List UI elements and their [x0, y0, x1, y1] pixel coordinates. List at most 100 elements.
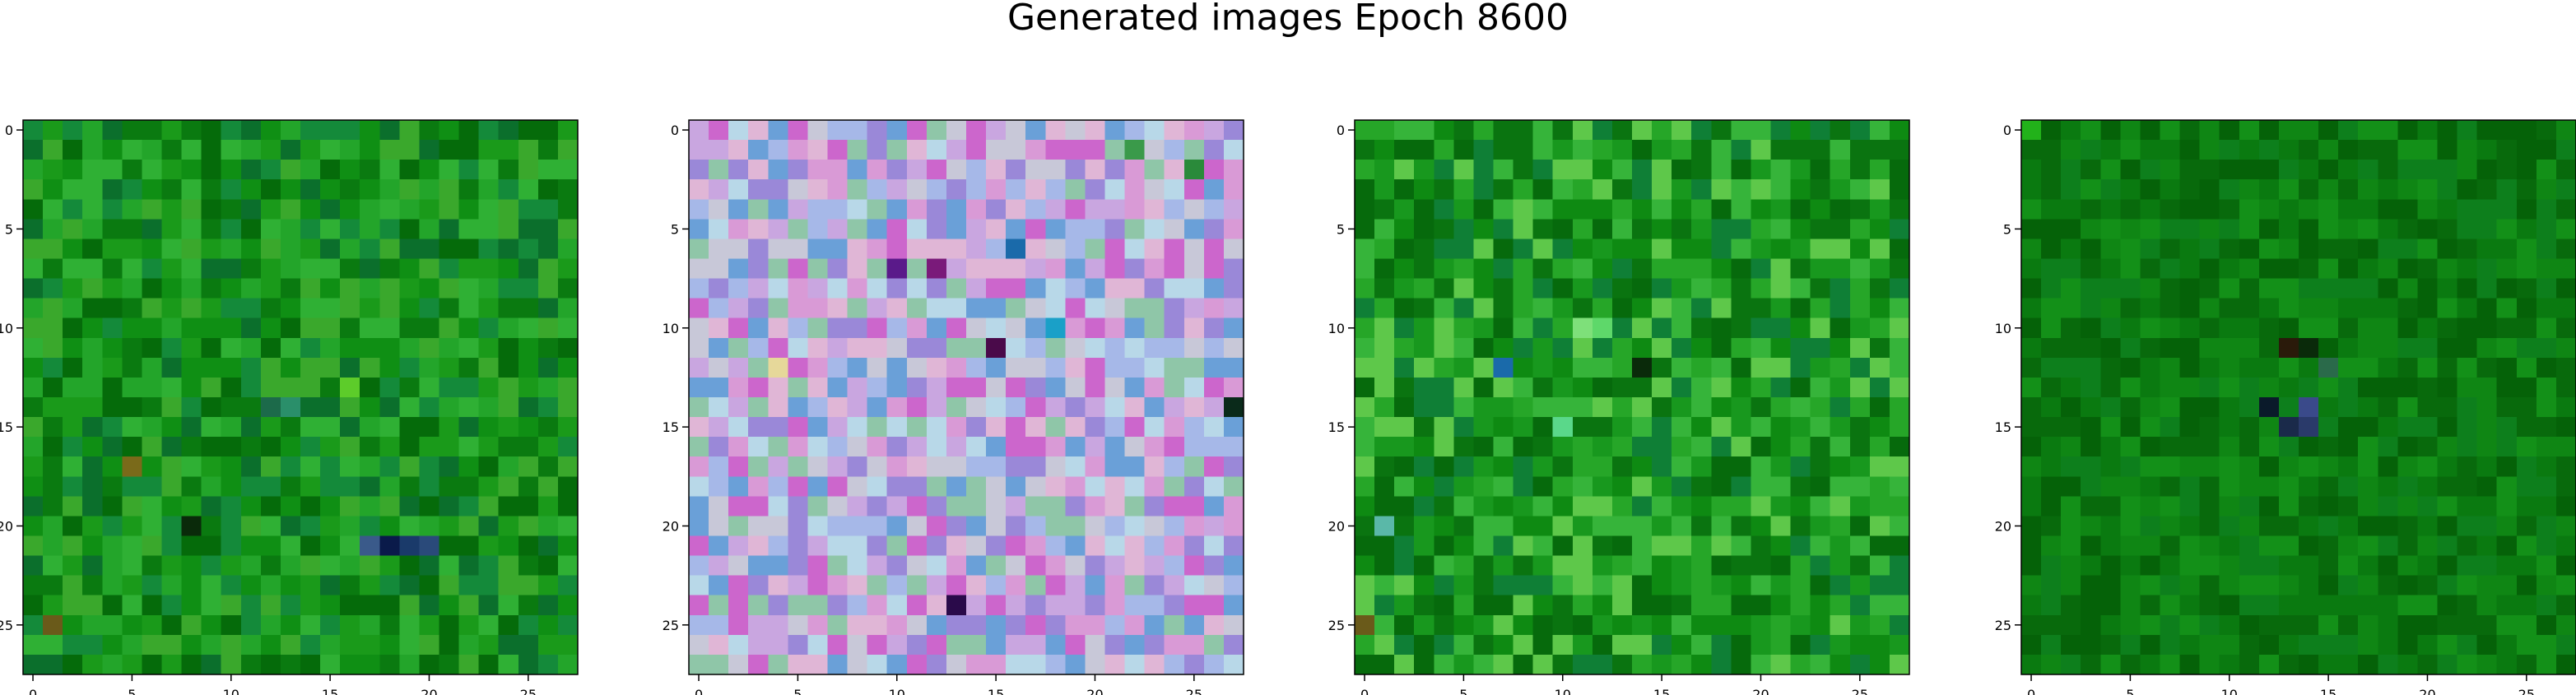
pixel [1045, 140, 1066, 160]
pixel [748, 437, 769, 457]
pixel [537, 219, 559, 240]
pixel [2278, 278, 2299, 299]
pixel [1006, 575, 1026, 596]
pixel [1355, 219, 1375, 240]
pixel [2536, 654, 2557, 675]
pixel [2397, 437, 2419, 457]
pixel [201, 476, 222, 497]
pixel [2358, 337, 2378, 359]
pixel [2417, 476, 2439, 497]
pixel [300, 397, 321, 418]
pixel [2219, 258, 2240, 280]
pixel [1711, 634, 1732, 656]
pixel [1611, 417, 1633, 438]
pixel [1355, 575, 1375, 596]
pixel [360, 337, 380, 359]
pixel [2358, 496, 2378, 517]
pixel [1513, 219, 1534, 240]
pixel [1025, 634, 1046, 656]
pixel [1592, 595, 1613, 616]
pixel [1124, 160, 1146, 180]
pixel [63, 258, 83, 280]
pixel [1203, 575, 1225, 596]
pixel [1652, 337, 1672, 359]
pixel [847, 654, 868, 675]
pixel [2140, 535, 2161, 557]
pixel [926, 337, 947, 359]
pixel [2021, 140, 2042, 160]
pixel [379, 357, 400, 378]
pixel [221, 377, 242, 398]
pixel [709, 654, 729, 675]
pixel [2278, 614, 2299, 636]
pixel [1124, 357, 1146, 378]
pixel [2397, 555, 2419, 577]
pixel [280, 456, 301, 477]
pixel [2258, 397, 2280, 418]
pixel [2457, 417, 2478, 438]
pixel [1731, 555, 1752, 577]
pixel [2378, 476, 2398, 497]
pixel [458, 317, 480, 339]
pixel [1691, 179, 1712, 200]
pixel [2081, 654, 2101, 675]
pixel [399, 357, 421, 378]
pixel [1731, 278, 1752, 299]
pixel [2061, 199, 2081, 220]
pixel [1552, 476, 1574, 497]
pixel [2021, 595, 2042, 616]
pixel [498, 258, 519, 280]
pixel [537, 357, 559, 378]
pixel [201, 397, 222, 418]
pixel [926, 555, 947, 577]
pixel [1711, 535, 1732, 557]
pixel [221, 160, 242, 180]
pixel [966, 199, 987, 220]
pixel [2476, 377, 2498, 398]
pixel [1065, 298, 1086, 319]
pixel [689, 614, 709, 636]
pixel [867, 575, 888, 596]
pixel [2041, 357, 2062, 378]
pixel [1672, 516, 1692, 537]
pixel [320, 199, 341, 220]
pixel [1513, 199, 1534, 220]
pixel [1869, 417, 1890, 438]
pixel [2140, 120, 2161, 141]
pixel [1889, 595, 1910, 616]
pixel [1830, 258, 1851, 280]
pixel [1065, 377, 1086, 398]
pixel [1572, 258, 1593, 280]
pixel [300, 278, 321, 299]
pixel [2219, 377, 2240, 398]
pixel [847, 357, 868, 378]
pixel [458, 476, 480, 497]
pixel [1183, 535, 1205, 557]
pixel [1849, 634, 1871, 656]
pixel [2516, 496, 2537, 517]
pixel [1572, 239, 1593, 260]
pixel [1849, 219, 1871, 240]
pixel [1124, 535, 1146, 557]
pixel [1124, 614, 1146, 636]
pixel [1711, 377, 1732, 398]
pixel [2536, 120, 2557, 141]
pixel [1849, 179, 1871, 200]
pixel [1672, 397, 1692, 418]
pixel [1434, 239, 1454, 260]
pixel [2120, 476, 2141, 497]
pixel [1751, 239, 1772, 260]
pixel [1374, 120, 1395, 141]
pixel [458, 199, 480, 220]
pixel [728, 377, 749, 398]
y-tick-label: 25 [0, 618, 13, 633]
pixel [340, 120, 360, 141]
pixel [1889, 160, 1910, 180]
pixel [1751, 337, 1772, 359]
pixel [1183, 160, 1205, 180]
pixel [1006, 258, 1026, 280]
pixel [1810, 239, 1831, 260]
pixel [201, 357, 222, 378]
pixel [122, 160, 143, 180]
pixel [946, 555, 967, 577]
